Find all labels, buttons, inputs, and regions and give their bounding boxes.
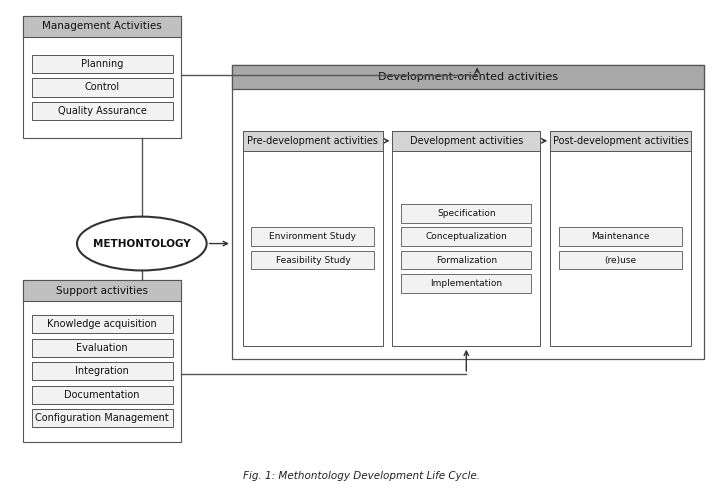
Text: Quality Assurance: Quality Assurance — [58, 106, 147, 116]
FancyBboxPatch shape — [23, 16, 181, 36]
Text: Feasibility Study: Feasibility Study — [275, 256, 350, 265]
Text: (re)use: (re)use — [604, 256, 636, 265]
Text: Specification: Specification — [437, 209, 495, 218]
Ellipse shape — [77, 216, 207, 271]
Text: Knowledge acquisition: Knowledge acquisition — [47, 319, 157, 329]
Text: Implementation: Implementation — [430, 279, 502, 288]
FancyBboxPatch shape — [32, 338, 173, 357]
FancyBboxPatch shape — [393, 131, 540, 346]
FancyBboxPatch shape — [23, 280, 181, 301]
Text: Planning: Planning — [81, 59, 124, 69]
FancyBboxPatch shape — [401, 204, 531, 222]
Text: Fig. 1: Methontology Development Life Cycle.: Fig. 1: Methontology Development Life Cy… — [243, 471, 480, 481]
Text: Integration: Integration — [75, 366, 129, 376]
FancyBboxPatch shape — [550, 131, 690, 151]
Text: Evaluation: Evaluation — [77, 343, 128, 353]
Text: Formalization: Formalization — [436, 256, 497, 265]
FancyBboxPatch shape — [32, 362, 173, 380]
Text: Development activities: Development activities — [410, 136, 523, 146]
Text: Maintenance: Maintenance — [591, 232, 650, 241]
FancyBboxPatch shape — [32, 102, 173, 120]
FancyBboxPatch shape — [252, 251, 375, 270]
Text: Post-development activities: Post-development activities — [552, 136, 688, 146]
FancyBboxPatch shape — [232, 65, 703, 90]
FancyBboxPatch shape — [559, 251, 682, 270]
FancyBboxPatch shape — [559, 227, 682, 246]
Text: Support activities: Support activities — [56, 285, 148, 296]
FancyBboxPatch shape — [550, 131, 690, 346]
Text: Pre-development activities: Pre-development activities — [247, 136, 378, 146]
FancyBboxPatch shape — [32, 78, 173, 96]
Text: Conceptualization: Conceptualization — [425, 232, 507, 241]
FancyBboxPatch shape — [23, 16, 181, 138]
Text: Environment Study: Environment Study — [270, 232, 356, 241]
Text: Management Activities: Management Activities — [43, 21, 162, 31]
FancyBboxPatch shape — [401, 275, 531, 293]
FancyBboxPatch shape — [401, 251, 531, 270]
FancyBboxPatch shape — [252, 227, 375, 246]
FancyBboxPatch shape — [243, 131, 383, 151]
Text: METHONTOLOGY: METHONTOLOGY — [93, 239, 191, 248]
Text: Development-oriented activities: Development-oriented activities — [377, 72, 557, 82]
FancyBboxPatch shape — [32, 55, 173, 73]
Text: Configuration Management: Configuration Management — [35, 413, 169, 423]
FancyBboxPatch shape — [32, 409, 173, 427]
Text: Documentation: Documentation — [64, 390, 140, 400]
FancyBboxPatch shape — [243, 131, 383, 346]
FancyBboxPatch shape — [393, 131, 540, 151]
FancyBboxPatch shape — [23, 280, 181, 442]
Text: Control: Control — [85, 83, 120, 92]
FancyBboxPatch shape — [32, 386, 173, 404]
FancyBboxPatch shape — [32, 315, 173, 333]
FancyBboxPatch shape — [232, 65, 703, 359]
FancyBboxPatch shape — [401, 227, 531, 246]
